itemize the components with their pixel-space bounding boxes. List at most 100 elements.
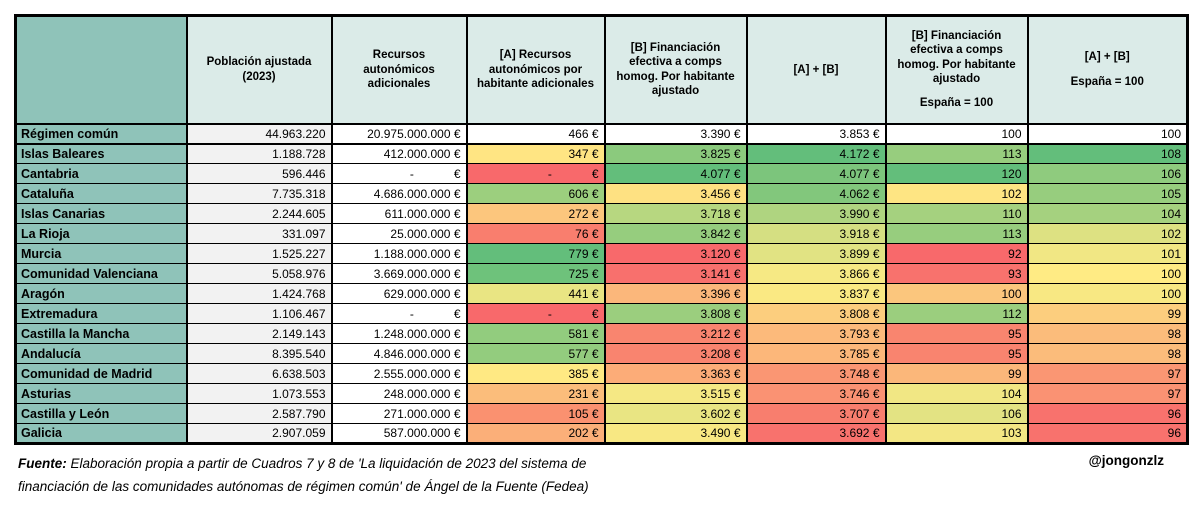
value-cell: 3.718 € — [603, 203, 748, 224]
value-cell: 76 € — [465, 223, 606, 244]
value-cell: 3.707 € — [745, 403, 887, 424]
value-cell: 98 — [1026, 343, 1189, 364]
value-cell: 3.212 € — [603, 323, 748, 344]
value-cell: 104 — [1026, 203, 1189, 224]
row-label: Asturias — [14, 383, 188, 404]
source-note: Fuente: Elaboración propia a partir de C… — [18, 453, 648, 499]
value-cell: 3.141 € — [603, 263, 748, 284]
value-cell: 2.244.605 — [185, 203, 333, 224]
value-cell: 92 — [884, 243, 1029, 264]
value-cell: 4.686.000.000 € — [330, 183, 468, 204]
value-cell: 6.638.503 — [185, 363, 333, 384]
row-label: Islas Canarias — [14, 203, 188, 224]
value-cell: 100 — [1026, 122, 1189, 145]
table-row: Cantabria 596.446- € - €4.077 €4.077 €120 1… — [14, 163, 1189, 184]
value-cell: 1.424.768 — [185, 283, 333, 304]
value-cell: 1.106.467 — [185, 303, 333, 324]
column-header-4: [B] Financiación efectiva a comps homog.… — [603, 14, 748, 125]
value-cell: 100 — [1026, 283, 1189, 304]
value-cell: 779 € — [465, 243, 606, 264]
value-cell: 4.077 € — [745, 163, 887, 184]
value-cell: 3.866 € — [745, 263, 887, 284]
value-cell: 97 — [1026, 363, 1189, 384]
value-cell: 3.853 € — [745, 122, 887, 145]
value-cell: 4.846.000.000 € — [330, 343, 468, 364]
column-header-7: [A] + [B] España = 100 — [1026, 14, 1189, 125]
value-cell: 3.918 € — [745, 223, 887, 244]
value-cell: 7.735.318 — [185, 183, 333, 204]
table-row: La Rioja 331.097 25.000.000 €76 €3.842 €3.… — [14, 223, 1189, 244]
value-cell: 100 — [884, 283, 1029, 304]
value-cell: 412.000.000 € — [330, 143, 468, 164]
value-cell: 96 — [1026, 403, 1189, 424]
value-cell: 20.975.000.000 € — [330, 122, 468, 145]
table-row: Murcia 1.525.227 1.188.000.000 €779 €3.120… — [14, 243, 1189, 264]
value-cell: 1.073.553 — [185, 383, 333, 404]
value-cell: 100 — [884, 122, 1029, 145]
value-cell: 104 — [884, 383, 1029, 404]
value-cell: - € — [330, 303, 468, 324]
value-cell: 1.525.227 — [185, 243, 333, 264]
value-cell: 3.746 € — [745, 383, 887, 404]
value-cell: 3.602 € — [603, 403, 748, 424]
table-row: Castilla la Mancha 2.149.143 1.248.000.000… — [14, 323, 1189, 344]
value-cell: 3.363 € — [603, 363, 748, 384]
value-cell: 2.907.059 — [185, 423, 333, 444]
value-cell: 105 € — [465, 403, 606, 424]
row-label: Extremadura — [14, 303, 188, 324]
value-cell: 98 — [1026, 323, 1189, 344]
value-cell: 3.990 € — [745, 203, 887, 224]
value-cell: 347 € — [465, 143, 606, 164]
column-header-5: [A] + [B] — [745, 14, 887, 125]
value-cell: 95 — [884, 343, 1029, 364]
row-label: Murcia — [14, 243, 188, 264]
table-row: Comunidad de Madrid 6.638.503 2.555.000.00… — [14, 363, 1189, 384]
value-cell: 100 — [1026, 263, 1189, 284]
value-cell: 611.000.000 € — [330, 203, 468, 224]
row-label: Castilla la Mancha — [14, 323, 188, 344]
value-cell: 2.555.000.000 € — [330, 363, 468, 384]
row-label: Castilla y León — [14, 403, 188, 424]
value-cell: 385 € — [465, 363, 606, 384]
value-cell: 102 — [1026, 223, 1189, 244]
table-row: Régimen común 44.963.220 20.975.000.000 €4… — [14, 122, 1189, 145]
table-row: Comunidad Valenciana 5.058.976 3.669.000.0… — [14, 263, 1189, 284]
value-cell: 102 — [884, 183, 1029, 204]
value-cell: 3.899 € — [745, 243, 887, 264]
value-cell: 112 — [884, 303, 1029, 324]
table-row: Extremadura 1.106.467- € - €3.808 €3.808 €… — [14, 303, 1189, 324]
value-cell: 331.097 — [185, 223, 333, 244]
value-cell: 272 € — [465, 203, 606, 224]
value-cell: 113 — [884, 143, 1029, 164]
table-row: Islas Canarias 2.244.605 611.000.000 €272 … — [14, 203, 1189, 224]
value-cell: 96 — [1026, 423, 1189, 444]
column-header-2: Recursos autonómicos adicionales — [330, 14, 468, 125]
row-label: Cantabria — [14, 163, 188, 184]
value-cell: 120 — [884, 163, 1029, 184]
table-row: Asturias 1.073.553 248.000.000 €231 €3.515… — [14, 383, 1189, 404]
value-cell: 3.515 € — [603, 383, 748, 404]
value-cell: 271.000.000 € — [330, 403, 468, 424]
value-cell: 97 — [1026, 383, 1189, 404]
column-header-1: Población ajustada (2023) — [185, 14, 333, 125]
row-label: Comunidad de Madrid — [14, 363, 188, 384]
value-cell: 101 — [1026, 243, 1189, 264]
value-cell: 3.490 € — [603, 423, 748, 444]
value-cell: 1.248.000.000 € — [330, 323, 468, 344]
table-header-row: Población ajustada (2023) Recursos autonó… — [14, 14, 1189, 125]
value-cell: 577 € — [465, 343, 606, 364]
column-header-3: [A] Recursos autonómicos por habitante a… — [465, 14, 606, 125]
table-row: Galicia 2.907.059 587.000.000 €202 €3.490 … — [14, 423, 1189, 444]
value-cell: 1.188.728 — [185, 143, 333, 164]
value-cell: - € — [330, 163, 468, 184]
value-cell: 3.748 € — [745, 363, 887, 384]
twitter-handle[interactable]: @jongonzlz — [1088, 453, 1164, 468]
value-cell: 3.808 € — [603, 303, 748, 324]
value-cell: 3.208 € — [603, 343, 748, 364]
value-cell: 3.825 € — [603, 143, 748, 164]
value-cell: 629.000.000 € — [330, 283, 468, 304]
value-cell: 606 € — [465, 183, 606, 204]
regional-financing-table: Población ajustada (2023) Recursos autonó… — [14, 14, 1189, 445]
value-cell: 103 — [884, 423, 1029, 444]
column-header-sublabel: España = 100 — [1070, 75, 1144, 88]
